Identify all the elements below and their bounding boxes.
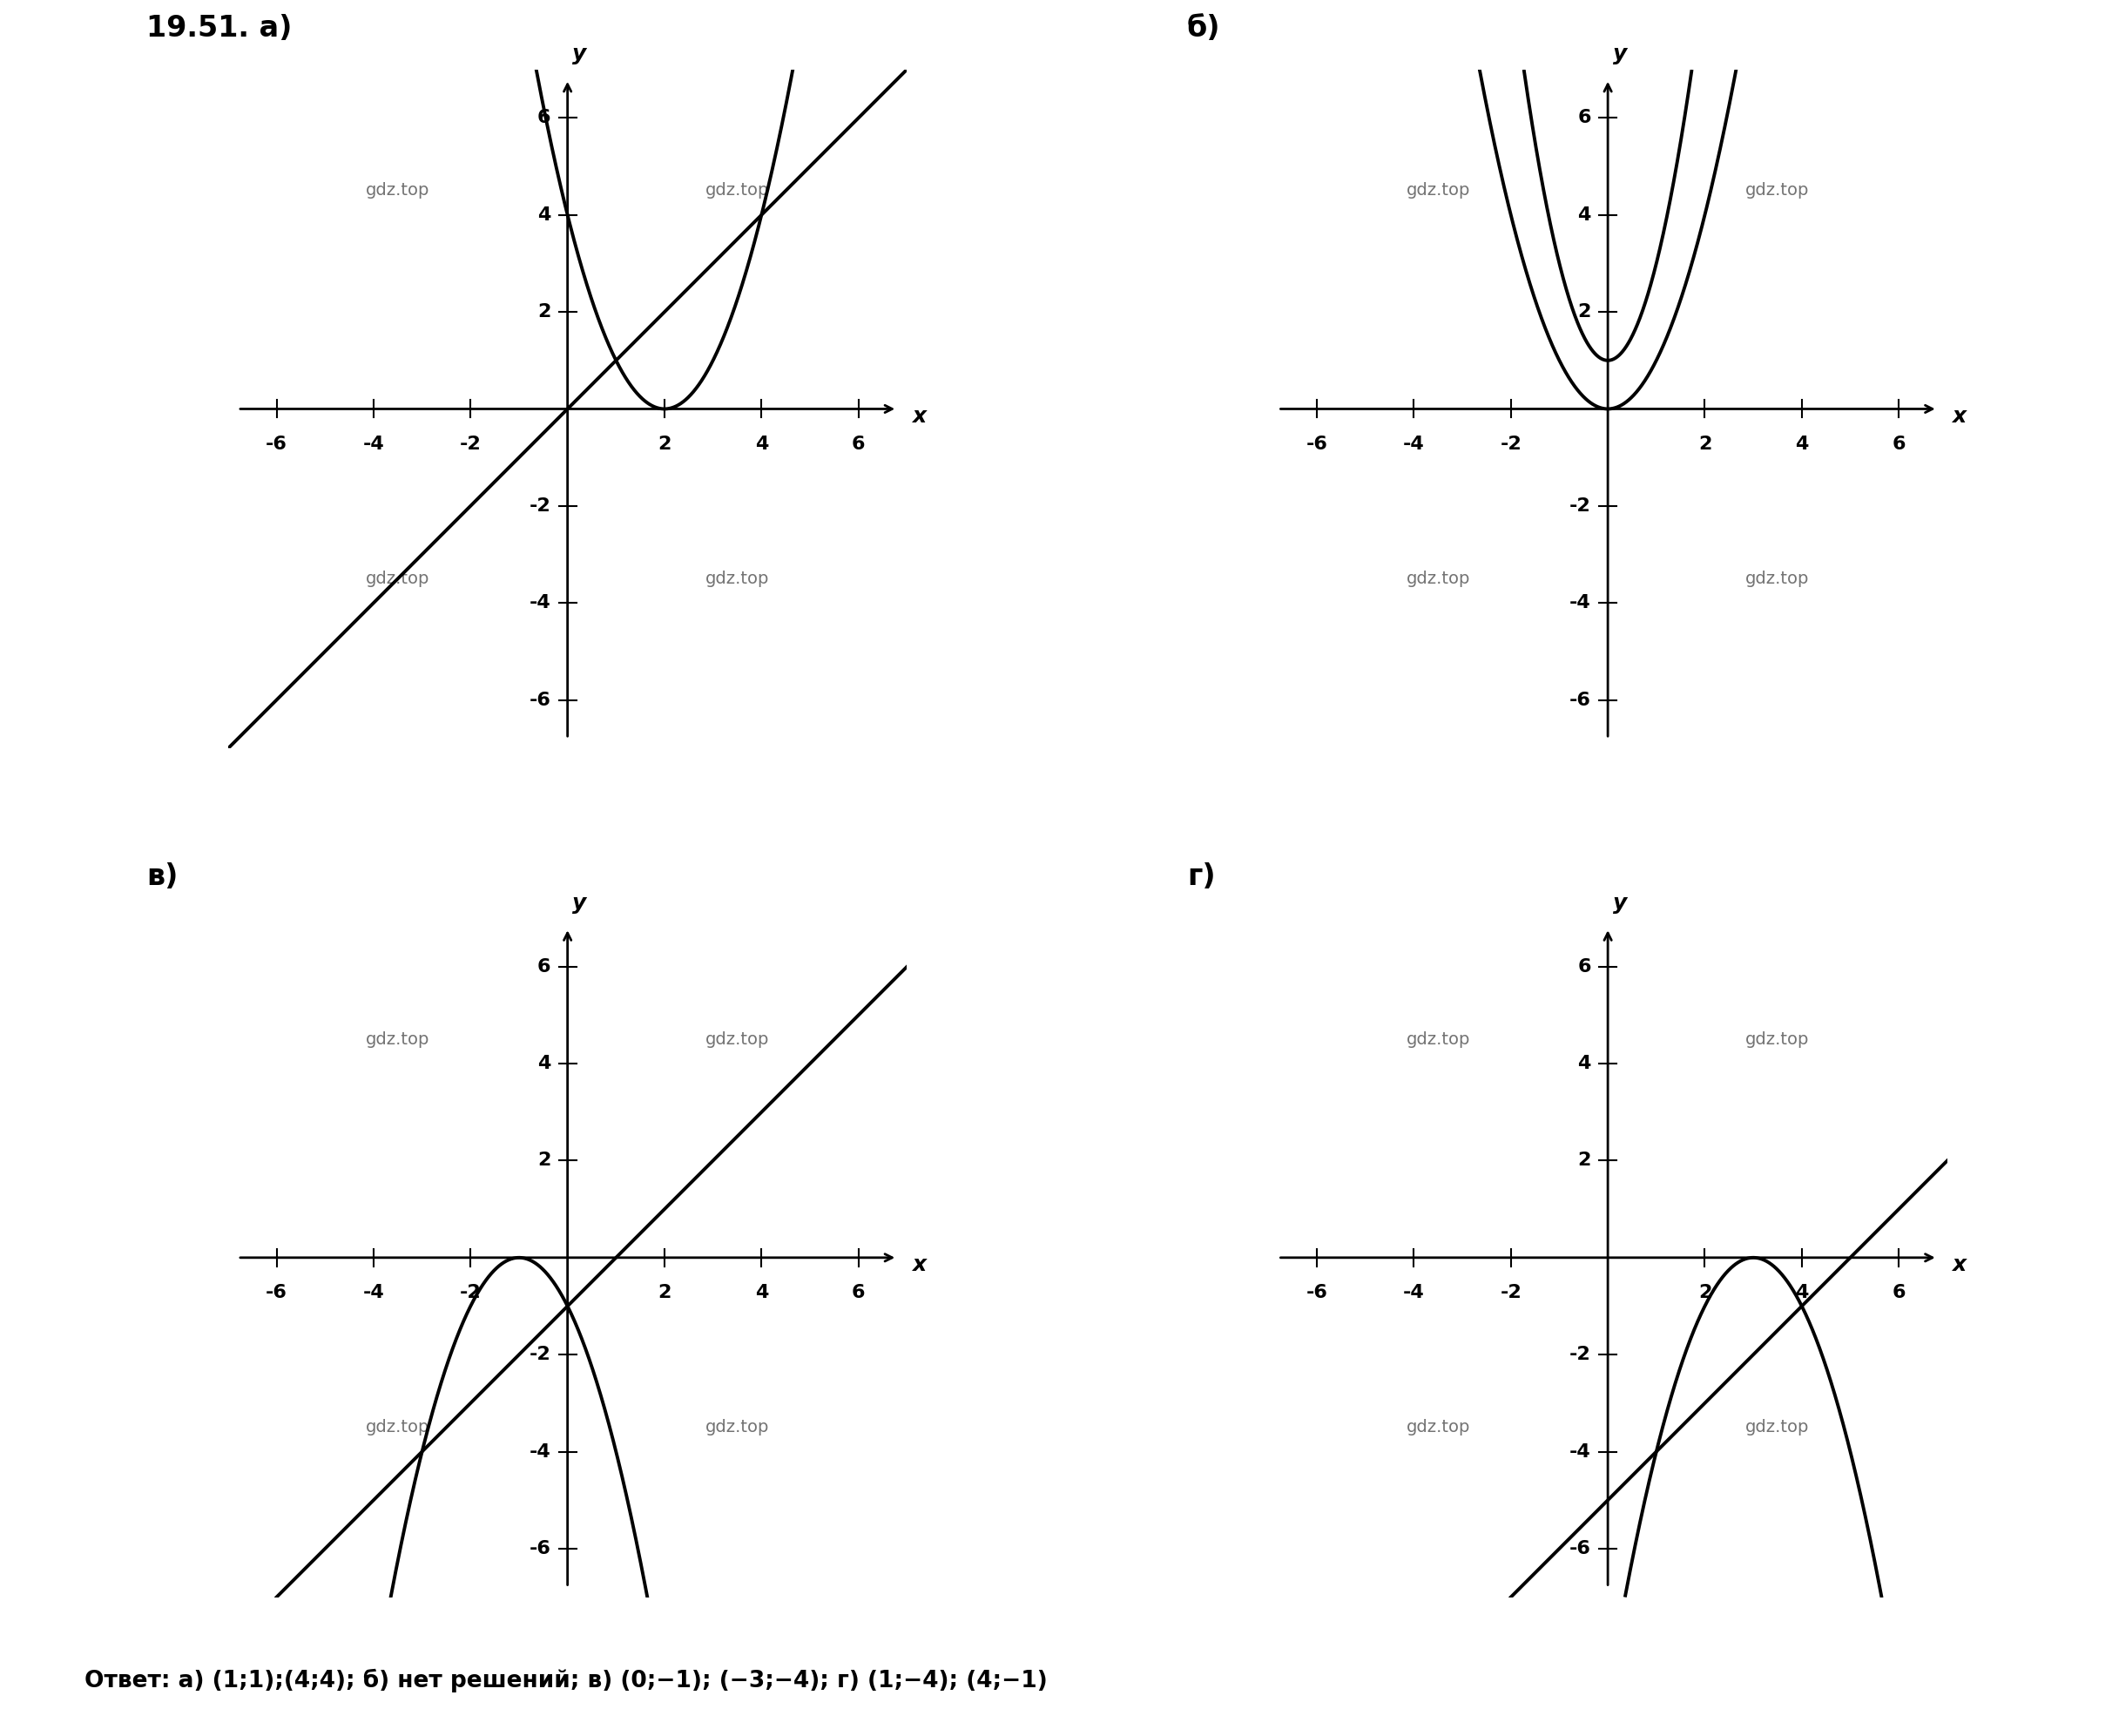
Text: 6: 6 bbox=[1892, 1285, 1905, 1302]
Text: 6: 6 bbox=[851, 436, 866, 453]
Text: -4: -4 bbox=[363, 1285, 384, 1302]
Text: gdz.top: gdz.top bbox=[1747, 1031, 1810, 1047]
Text: -2: -2 bbox=[1500, 1285, 1521, 1302]
Text: y: y bbox=[572, 43, 587, 64]
Text: 4: 4 bbox=[1578, 207, 1590, 224]
Text: gdz.top: gdz.top bbox=[365, 1418, 429, 1436]
Text: -4: -4 bbox=[1569, 594, 1590, 611]
Text: gdz.top: gdz.top bbox=[1407, 1418, 1470, 1436]
Text: -2: -2 bbox=[460, 1285, 482, 1302]
Text: gdz.top: gdz.top bbox=[365, 571, 429, 587]
Text: 2: 2 bbox=[657, 1285, 672, 1302]
Text: 2: 2 bbox=[1578, 304, 1590, 321]
Text: gdz.top: gdz.top bbox=[1407, 571, 1470, 587]
Text: gdz.top: gdz.top bbox=[1407, 1031, 1470, 1047]
Text: 6: 6 bbox=[1892, 436, 1905, 453]
Text: в): в) bbox=[146, 863, 177, 891]
Text: gdz.top: gdz.top bbox=[705, 1031, 769, 1047]
Text: -4: -4 bbox=[1402, 436, 1426, 453]
Text: -2: -2 bbox=[460, 436, 482, 453]
Text: -6: -6 bbox=[266, 1285, 287, 1302]
Text: -2: -2 bbox=[1569, 496, 1590, 514]
Text: -4: -4 bbox=[1569, 1443, 1590, 1460]
Text: 6: 6 bbox=[1578, 109, 1590, 127]
Text: -4: -4 bbox=[363, 436, 384, 453]
Text: 6: 6 bbox=[851, 1285, 866, 1302]
Text: x: x bbox=[912, 1255, 925, 1276]
Text: y: y bbox=[572, 892, 587, 913]
Text: -4: -4 bbox=[1402, 1285, 1426, 1302]
Text: -4: -4 bbox=[528, 594, 551, 611]
Text: 4: 4 bbox=[754, 436, 769, 453]
Text: 2: 2 bbox=[536, 304, 551, 321]
Text: 2: 2 bbox=[1698, 1285, 1711, 1302]
Text: -6: -6 bbox=[1305, 1285, 1328, 1302]
Text: -2: -2 bbox=[528, 1345, 551, 1363]
Text: 4: 4 bbox=[1795, 436, 1808, 453]
Text: x: x bbox=[1951, 406, 1966, 427]
Text: -6: -6 bbox=[1569, 1540, 1590, 1557]
Text: gdz.top: gdz.top bbox=[1407, 182, 1470, 200]
Text: 4: 4 bbox=[1578, 1055, 1590, 1073]
Text: 2: 2 bbox=[1578, 1153, 1590, 1170]
Text: -2: -2 bbox=[1569, 1345, 1590, 1363]
Text: gdz.top: gdz.top bbox=[1747, 571, 1810, 587]
Text: gdz.top: gdz.top bbox=[705, 571, 769, 587]
Text: г): г) bbox=[1187, 863, 1214, 891]
Text: 4: 4 bbox=[1795, 1285, 1808, 1302]
Text: gdz.top: gdz.top bbox=[365, 1031, 429, 1047]
Text: 2: 2 bbox=[1698, 436, 1711, 453]
Text: 4: 4 bbox=[754, 1285, 769, 1302]
Text: 4: 4 bbox=[536, 207, 551, 224]
Text: Ответ: а) (1;1);(4;4); б) нет решений; в) (0;−1); (−3;−4); г) (1;−4); (4;−1): Ответ: а) (1;1);(4;4); б) нет решений; в… bbox=[84, 1668, 1048, 1693]
Text: -6: -6 bbox=[1569, 691, 1590, 708]
Text: 6: 6 bbox=[536, 109, 551, 127]
Text: 2: 2 bbox=[536, 1153, 551, 1170]
Text: gdz.top: gdz.top bbox=[365, 182, 429, 200]
Text: x: x bbox=[912, 406, 925, 427]
Text: -6: -6 bbox=[528, 1540, 551, 1557]
Text: -6: -6 bbox=[266, 436, 287, 453]
Text: 4: 4 bbox=[536, 1055, 551, 1073]
Text: gdz.top: gdz.top bbox=[1747, 182, 1810, 200]
Text: -6: -6 bbox=[528, 691, 551, 708]
Text: -4: -4 bbox=[528, 1443, 551, 1460]
Text: gdz.top: gdz.top bbox=[705, 1418, 769, 1436]
Text: gdz.top: gdz.top bbox=[1747, 1418, 1810, 1436]
Text: -2: -2 bbox=[1500, 436, 1521, 453]
Text: y: y bbox=[1614, 43, 1626, 64]
Text: x: x bbox=[1951, 1255, 1966, 1276]
Text: 6: 6 bbox=[1578, 958, 1590, 976]
Text: 19.51. а): 19.51. а) bbox=[146, 14, 291, 42]
Text: -2: -2 bbox=[528, 496, 551, 514]
Text: -6: -6 bbox=[1305, 436, 1328, 453]
Text: y: y bbox=[1614, 892, 1626, 913]
Text: б): б) bbox=[1187, 14, 1221, 42]
Text: 2: 2 bbox=[657, 436, 672, 453]
Text: gdz.top: gdz.top bbox=[705, 182, 769, 200]
Text: 6: 6 bbox=[536, 958, 551, 976]
